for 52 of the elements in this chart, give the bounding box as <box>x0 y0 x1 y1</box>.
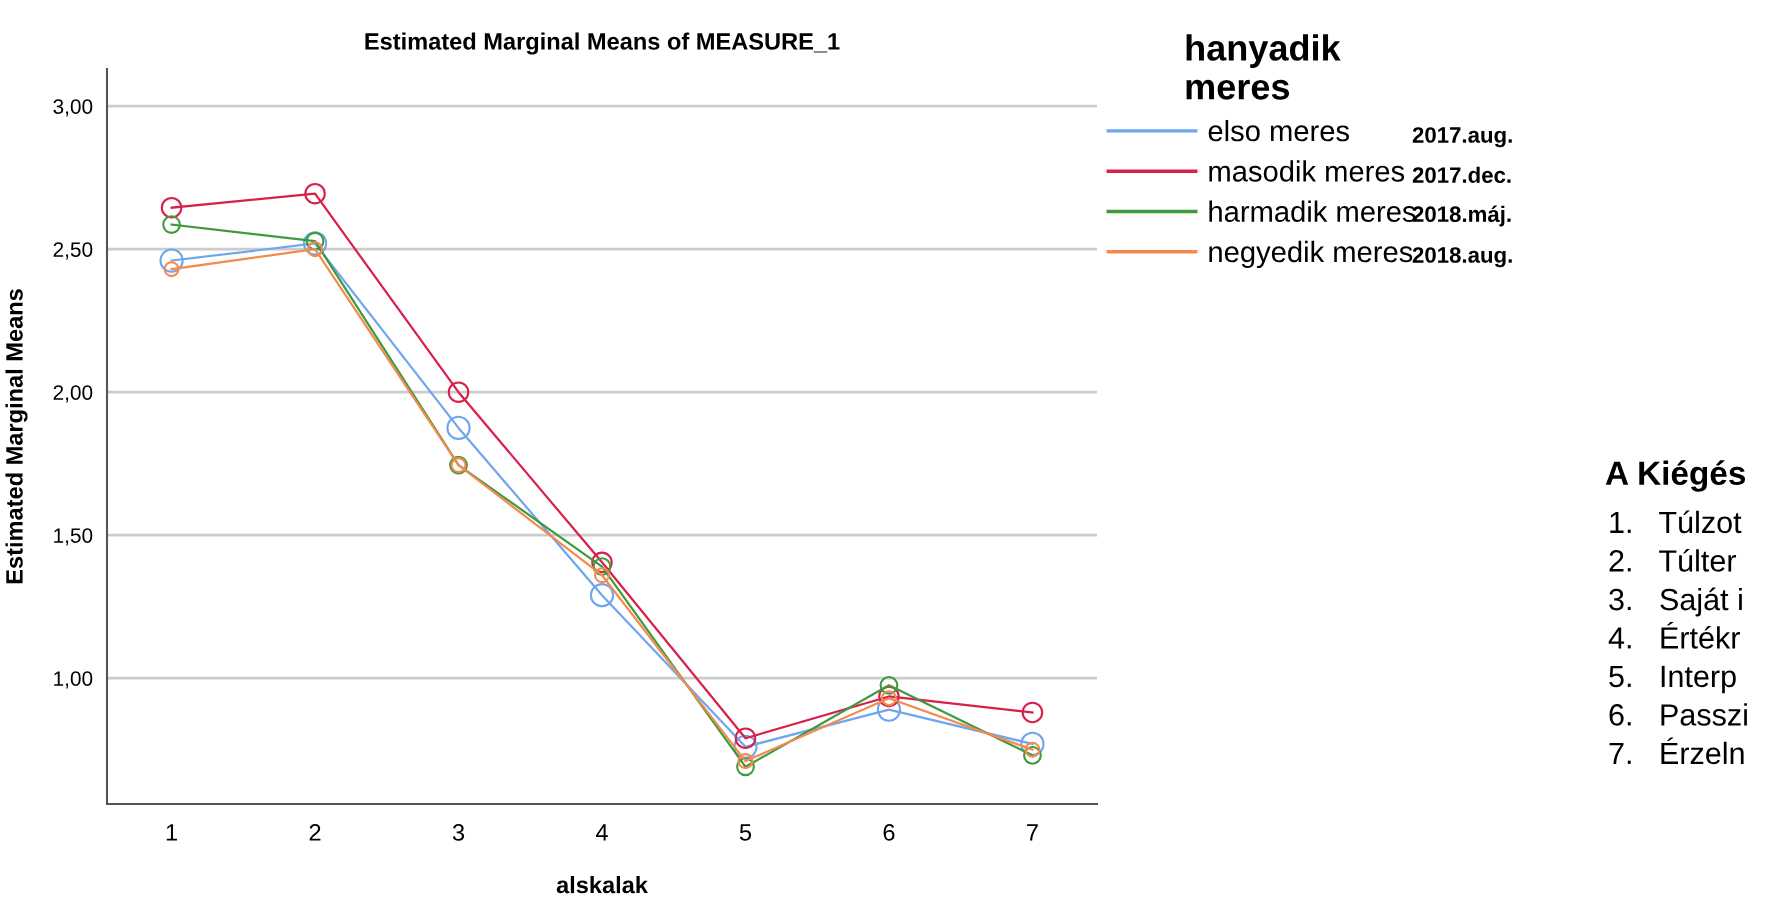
y-tick-label: 2,00 <box>53 385 93 403</box>
x-tick-label: 3 <box>452 824 465 841</box>
legend-title: hanyadik meres <box>1186 34 1341 100</box>
text: 1. Túlzot <box>1610 510 1742 534</box>
text: 6. Passzi <box>1609 703 1747 726</box>
point <box>159 248 184 273</box>
y-tick-label: 1,50 <box>54 528 93 546</box>
point <box>302 231 328 256</box>
point <box>876 697 902 722</box>
point <box>878 685 900 708</box>
x-tick-label: 4 <box>595 824 608 841</box>
y-tick-label: 1,00 <box>54 671 93 689</box>
text: 2017.dec. <box>1412 166 1511 183</box>
text: 5. Interp <box>1609 665 1736 694</box>
text: A Kiégés <box>1605 460 1746 492</box>
text: 4. Értékr <box>1608 621 1740 649</box>
x-tick-label: 7 <box>1027 824 1038 841</box>
x-tick-label: 2 <box>309 824 321 841</box>
point <box>163 261 180 278</box>
legend-label: masodik meres <box>1209 160 1405 182</box>
point <box>734 727 757 749</box>
text: 3. Saját i <box>1609 587 1742 617</box>
text: 2017.aug. <box>1412 127 1512 148</box>
x-tick-label: 6 <box>883 824 895 841</box>
point <box>162 215 181 234</box>
y-axis-title: Estimated Marginal Means <box>5 289 28 584</box>
x-tick-label: 1 <box>166 824 177 841</box>
point <box>304 182 326 205</box>
point <box>594 567 610 584</box>
x-axis-title: alskalak <box>556 876 648 894</box>
text: 7. Érzeln <box>1609 737 1744 765</box>
text: 2. Túlter <box>1609 548 1737 572</box>
point <box>879 675 899 695</box>
point <box>447 381 470 403</box>
chart-title: Estimated Marginal Means of MEASURE_1 <box>365 32 840 55</box>
text: 2018.aug. <box>1412 247 1512 268</box>
point <box>736 757 755 777</box>
x-tick-label: 5 <box>739 824 752 841</box>
point <box>1020 731 1045 757</box>
legend-label: elso meres <box>1208 119 1350 142</box>
point <box>591 551 613 574</box>
y-tick-label: 3,00 <box>53 99 93 117</box>
legend-label: negyedik meres <box>1209 240 1413 269</box>
point <box>589 583 615 608</box>
point <box>160 196 183 219</box>
point <box>737 753 754 770</box>
point <box>733 734 758 759</box>
point <box>1021 701 1044 724</box>
point <box>592 557 612 576</box>
y-tick-label: 2,50 <box>53 242 93 260</box>
point <box>1023 746 1042 765</box>
point <box>446 415 471 441</box>
